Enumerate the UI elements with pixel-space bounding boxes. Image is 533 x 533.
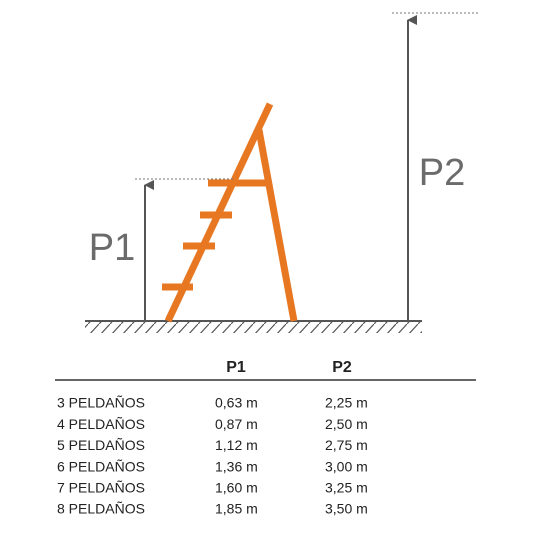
table-header: P1 <box>226 359 246 376</box>
table-cell: 1,85 m <box>215 501 258 517</box>
table-cell: 2,75 m <box>325 437 368 453</box>
table-cell: 6 PELDAÑOS <box>57 458 145 474</box>
table-cell: 3,50 m <box>325 501 368 517</box>
table-cell: 1,60 m <box>215 480 258 496</box>
table-cell: 0,63 m <box>215 395 258 411</box>
table-cell: 5 PELDAÑOS <box>57 437 145 453</box>
table-header: P2 <box>332 359 352 376</box>
table-cell: 0,87 m <box>215 416 258 432</box>
ground-hatch <box>85 321 422 333</box>
p2-label: P2 <box>419 152 465 194</box>
table-cell: 3,00 m <box>325 458 368 474</box>
table-cell: 8 PELDAÑOS <box>57 501 145 517</box>
p1-label: P1 <box>89 227 135 269</box>
table-cell: 3,25 m <box>325 480 368 496</box>
table-cell: 1,36 m <box>215 458 258 474</box>
table-cell: 3 PELDAÑOS <box>57 395 145 411</box>
table-cell: 1,12 m <box>215 437 258 453</box>
table-cell: 4 PELDAÑOS <box>57 416 145 432</box>
table-cell: 2,50 m <box>325 416 368 432</box>
table-cell: 7 PELDAÑOS <box>57 480 145 496</box>
table-body: 3 PELDAÑOS 0,63 m 2,25 m 4 PELDAÑOS 0,87 m 2,… <box>57 395 368 517</box>
table-cell: 2,25 m <box>325 395 368 411</box>
ladder <box>162 102 298 323</box>
